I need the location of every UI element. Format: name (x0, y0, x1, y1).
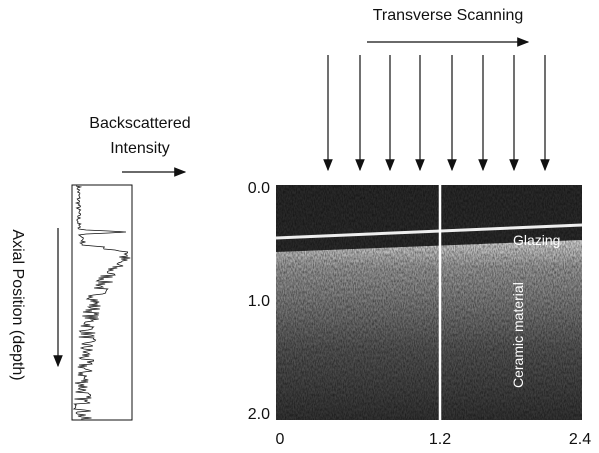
ceramic-label: Ceramic material (510, 282, 526, 388)
y-tick-label: 0.0 (248, 180, 270, 197)
x-tick-label: 2.4 (569, 431, 591, 448)
title: Transverse Scanning (373, 7, 524, 24)
profile-label: Backscattered (89, 115, 190, 132)
y-tick-label: 2.0 (248, 406, 270, 423)
oct-image (276, 185, 582, 420)
y-tick-label: 1.0 (248, 293, 270, 310)
a-scan-trace (72, 185, 131, 420)
beam-arrows (323, 55, 550, 172)
glazing-label: Glazing (513, 232, 560, 248)
x-tick-label: 1.2 (429, 431, 451, 448)
axis-label: Axial Position (depth) (9, 229, 26, 380)
profile-label: Intensity (110, 140, 170, 157)
x-tick-label: 0 (276, 431, 285, 448)
profile-box (71, 184, 133, 421)
